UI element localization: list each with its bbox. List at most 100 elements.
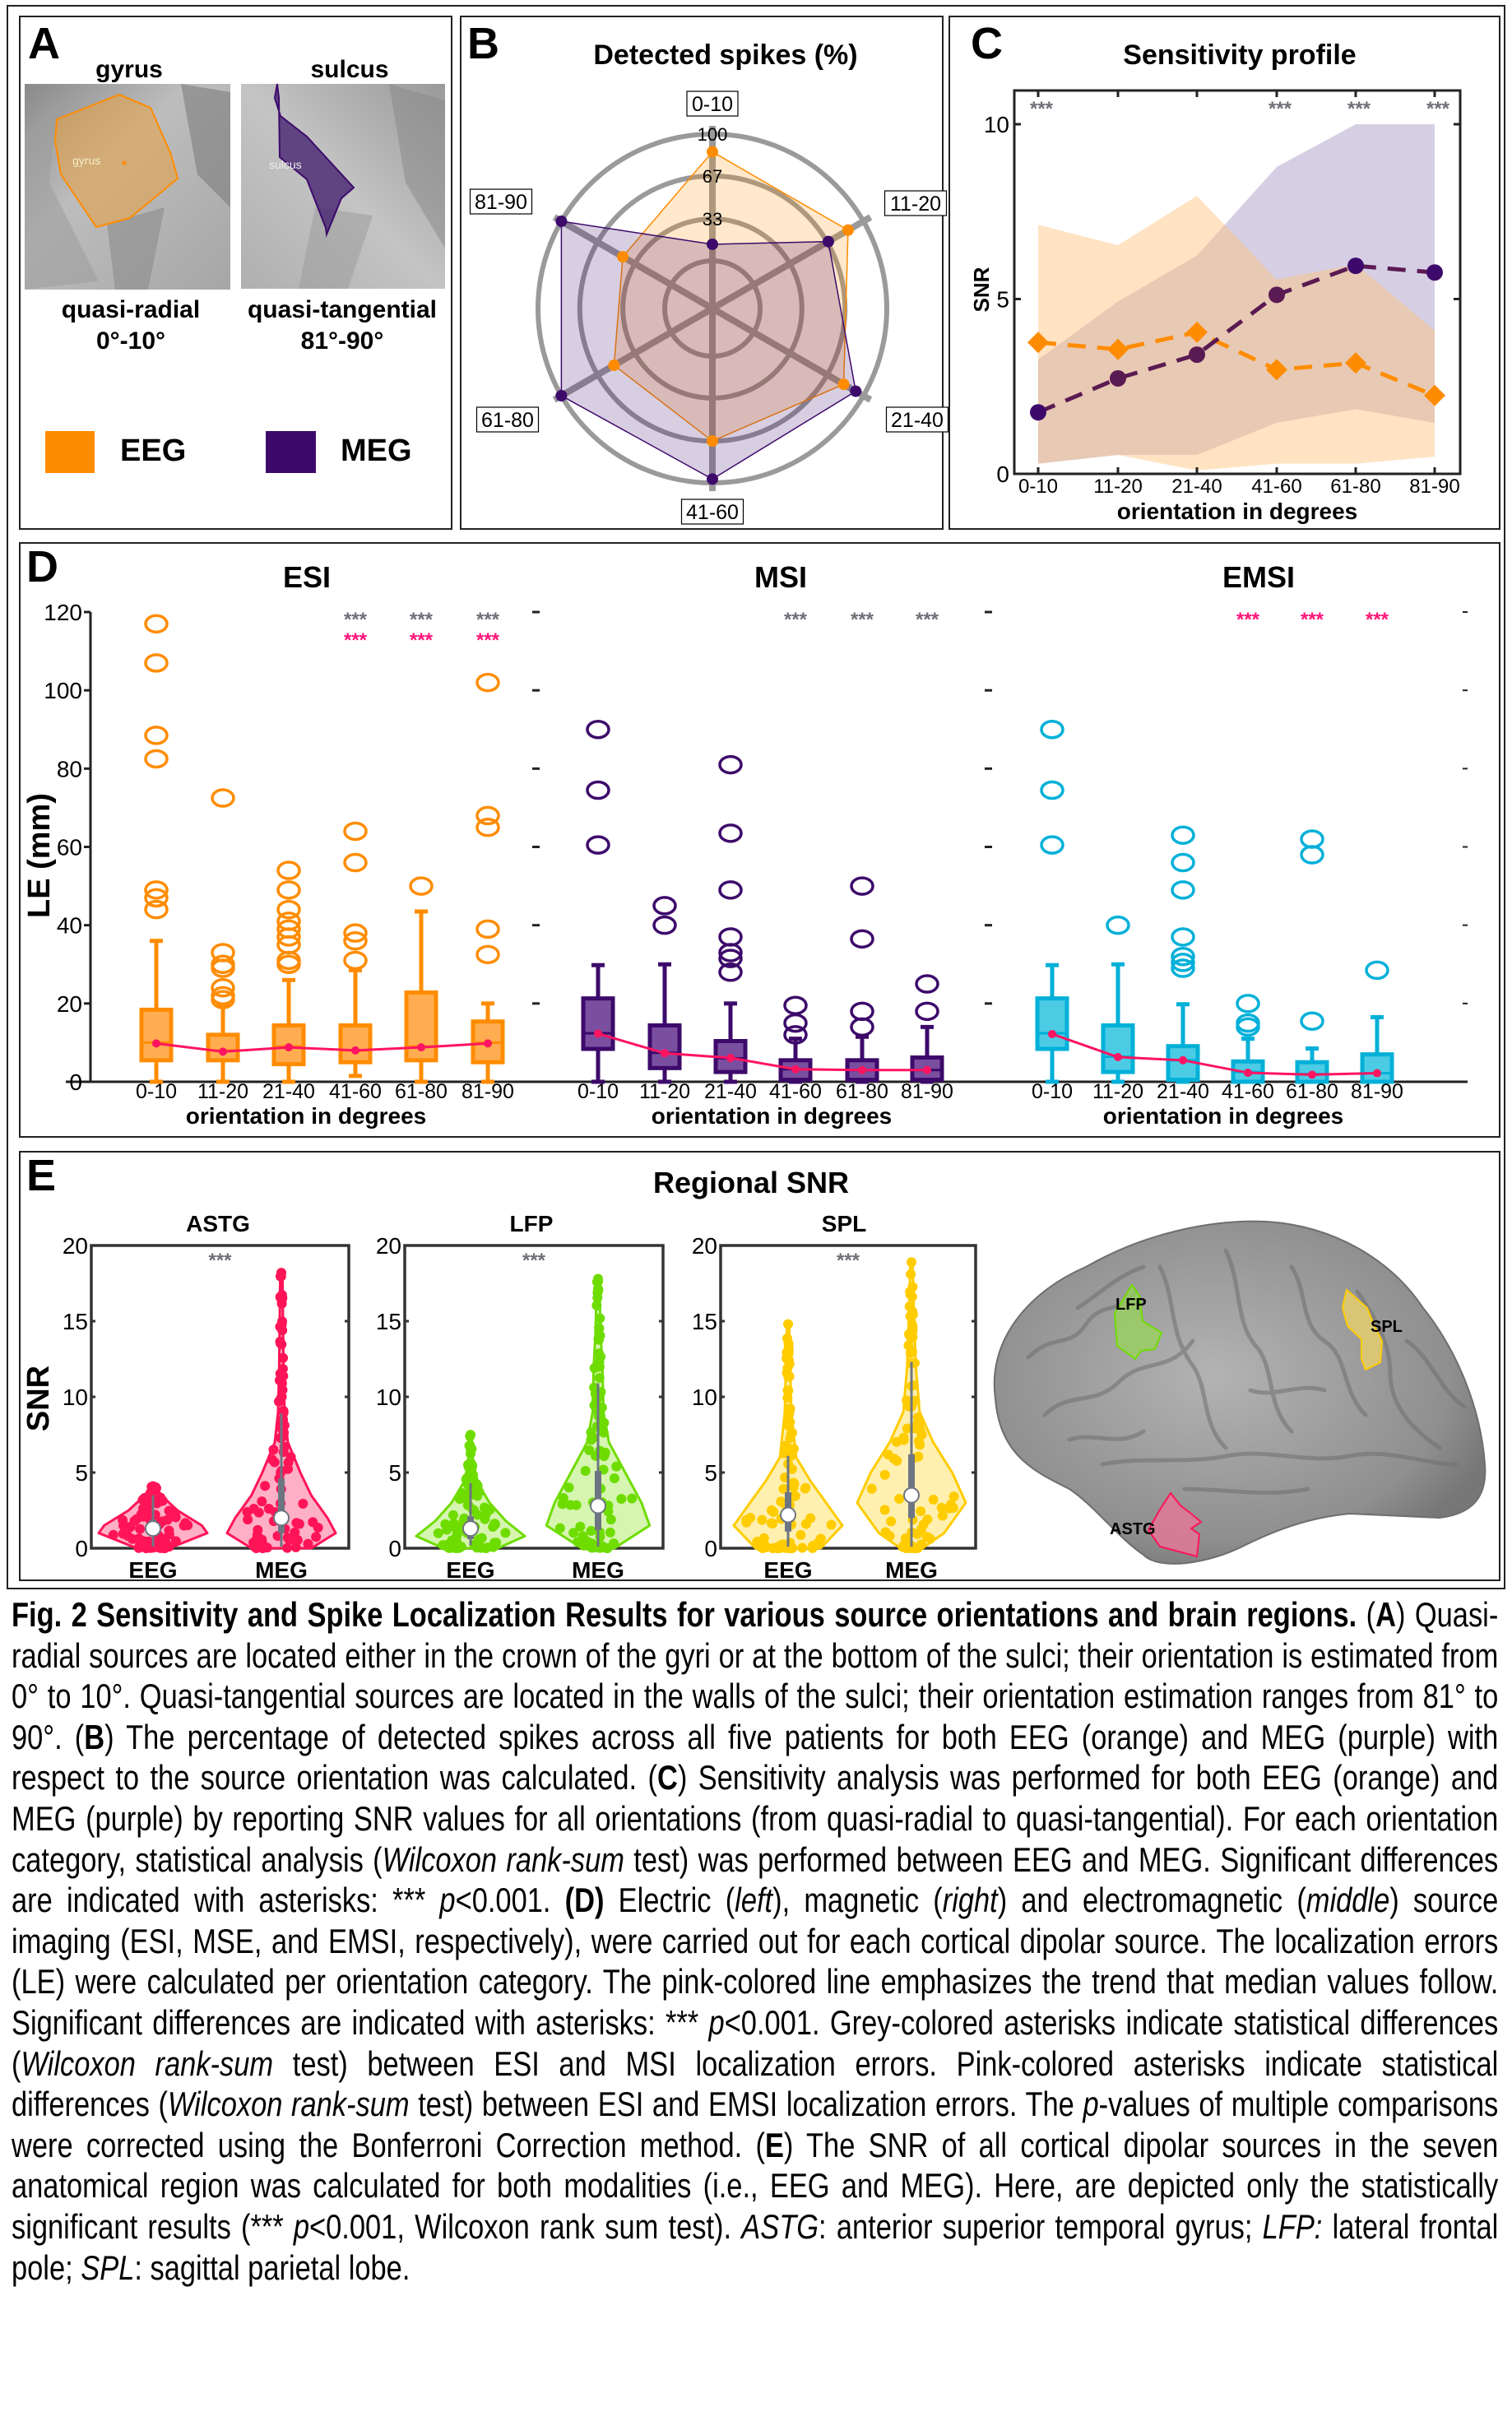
x-tick-label: 41-60 (1222, 1080, 1274, 1103)
violin-data-point (921, 1532, 932, 1542)
violin-data-point (491, 1538, 502, 1548)
radar-point-eeg (707, 146, 718, 158)
legend-eeg-swatch (45, 431, 95, 473)
caption-segment: lateral frontal pole; (12, 2206, 1499, 2287)
gyrus-image-label: gyrus (72, 154, 101, 167)
violin-data-point (906, 1269, 916, 1279)
snr-point-eeg (1424, 384, 1445, 406)
y-tick-label: 20 (63, 1233, 88, 1259)
median-trend-point (219, 1047, 227, 1056)
caption-segment: ) and electromagnetic ( (997, 1881, 1306, 1920)
violin-data-point (808, 1541, 819, 1552)
box-outlier (276, 899, 301, 920)
y-tick-label: 10 (63, 1385, 88, 1410)
violin-data-point (170, 1536, 181, 1547)
violin-data-point (243, 1514, 253, 1525)
x-tick-label: 11-20 (639, 1080, 690, 1103)
violin-data-point (252, 1530, 262, 1541)
radar-category-box (475, 406, 540, 433)
violin-data-point (313, 1522, 323, 1533)
median-trend-point (923, 1065, 931, 1074)
panel-c-label: C (971, 19, 1003, 68)
x-tick-label: 61-80 (1286, 1080, 1338, 1103)
violin-data-point (169, 1508, 180, 1519)
violin-data-point (785, 1403, 795, 1413)
radar-point-meg (707, 473, 718, 485)
x-tick-label: 0-10 (577, 1080, 619, 1103)
violin-data-point (489, 1519, 500, 1529)
violin-data-point (303, 1538, 313, 1549)
violin-data-point (595, 1313, 605, 1324)
violin-data-point (894, 1493, 905, 1504)
brain-label-lfp: LFP (1115, 1296, 1147, 1314)
plot-frame (1013, 89, 1462, 475)
box-outlier (343, 930, 368, 951)
caption-segment: right (942, 1881, 998, 1920)
brain-surface-image (993, 1220, 1486, 1565)
snr-point-eeg (1107, 338, 1129, 360)
violin-data-point (129, 1515, 140, 1526)
box-outlier (144, 899, 169, 920)
caption-segment: ) Sensitivity analysis was performed for… (12, 1758, 1499, 1879)
violin-data-point (880, 1527, 891, 1538)
violin-median (462, 1520, 479, 1538)
y-tick-label: 5 (75, 1460, 88, 1486)
violin-data-point (788, 1444, 799, 1454)
violin-data-point (282, 1542, 293, 1553)
snr-median-line-eeg (1037, 330, 1435, 398)
violin-max-point (466, 1430, 475, 1440)
violin-data-point (944, 1503, 954, 1514)
y-tick-label: 40 (57, 913, 82, 939)
violin-median (273, 1510, 290, 1527)
figure-frame (7, 5, 1505, 1589)
caption-segment: Wilcoxon rank-sum (382, 1839, 624, 1879)
x-tick-label: 21-40 (704, 1080, 757, 1103)
violin-category-label: EEG (446, 1557, 494, 1583)
y-tick-label: 100 (44, 678, 82, 703)
box-outlier (1171, 958, 1195, 978)
violin-data-point (466, 1459, 476, 1469)
violin-data-point (442, 1524, 452, 1535)
sulcus-image (241, 83, 445, 289)
violin-data-point (283, 1457, 294, 1468)
violin-category-label: MEG (572, 1557, 624, 1583)
violin-data-point (775, 1542, 786, 1553)
caption-segment: C (656, 1758, 678, 1797)
radar-point-eeg (617, 251, 629, 263)
significance-grey: *** (476, 609, 500, 631)
box-outlier (144, 888, 169, 908)
violin-data-point (779, 1448, 790, 1459)
violin-data-point (568, 1528, 579, 1538)
radar-point-meg (707, 238, 718, 250)
box-outlier (144, 880, 169, 900)
caption-segment: p (708, 2002, 725, 2042)
violin-data-point (907, 1309, 918, 1320)
spl-title: SPL (821, 1211, 867, 1236)
violin-data-point (916, 1505, 926, 1516)
panel-b-label: B (467, 19, 499, 68)
violin-data-point (898, 1435, 909, 1445)
violin-data-point (448, 1510, 458, 1520)
x-tick-label: 0-10 (1018, 475, 1058, 498)
box-outlier (586, 720, 610, 740)
y-tick-label: 5 (996, 287, 1009, 313)
box-iqr (1101, 1023, 1135, 1074)
x-tick-label: 81-90 (1351, 1080, 1403, 1103)
violin-data-point (795, 1529, 806, 1540)
violin-data-point (594, 1334, 605, 1345)
violin-data-point (584, 1445, 595, 1455)
violin-data-point (450, 1542, 461, 1552)
violin-data-point (591, 1300, 602, 1310)
box-outlier (211, 978, 235, 998)
violin-data-point (783, 1338, 794, 1349)
median-trend-point (858, 1065, 866, 1074)
box-iqr (139, 1007, 174, 1063)
caption-segment: <0.001, Wilcoxon rank sum test). (309, 2206, 742, 2246)
violin-data-point (466, 1445, 476, 1455)
violin-category-label: EEG (763, 1557, 812, 1583)
significance-pink: *** (1236, 609, 1260, 631)
median-trend-point (1308, 1070, 1316, 1079)
median-trend-point (417, 1043, 425, 1052)
x-tick-label: 61-80 (395, 1080, 448, 1103)
violin-category-label: MEG (255, 1557, 308, 1583)
